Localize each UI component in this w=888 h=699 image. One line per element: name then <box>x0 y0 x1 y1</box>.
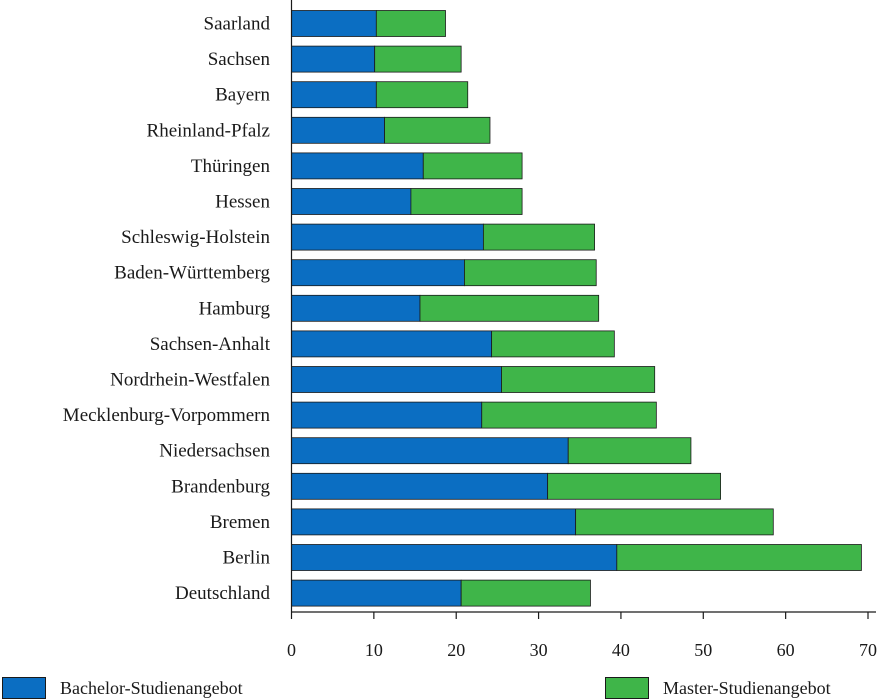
category-label: Nordrhein-Westfalen <box>110 370 270 391</box>
bar-bachelor-3 <box>291 116 385 144</box>
bar-master-12 <box>567 437 692 465</box>
bar-bachelor-14 <box>291 508 577 536</box>
legend-label-master: Master-Studienangebot <box>663 677 831 698</box>
bar-bachelor-5 <box>291 188 412 215</box>
category-label: Berlin <box>223 548 271 569</box>
x-tick-label: 70 <box>859 640 877 660</box>
category-label: Sachsen-Anhalt <box>150 334 271 355</box>
bar-bachelor-16 <box>291 579 462 607</box>
bar-bachelor-1 <box>291 45 376 73</box>
bar-master-14 <box>575 508 774 536</box>
stacked-bar-chart: Saarland Sachsen Bayern Rheinland-Pfalz Thür… <box>63 0 877 660</box>
category-label: Niedersachsen <box>159 441 270 462</box>
bar-master-15 <box>616 544 862 571</box>
x-axis-ticks: 0 10 20 30 40 50 60 70 <box>287 612 877 660</box>
bar-master-13 <box>547 472 721 500</box>
bar-master-0 <box>375 10 446 37</box>
category-label: Sachsen <box>208 49 271 70</box>
bar-master-8 <box>419 294 600 322</box>
bar-bachelor-8 <box>291 294 421 322</box>
category-label: Deutschland <box>175 583 270 604</box>
x-tick-label: 20 <box>447 640 465 660</box>
bar-master-10 <box>501 366 656 393</box>
bar-master-2 <box>375 81 469 109</box>
legend-item-bachelor: Bachelor-Studienangebot <box>2 677 243 699</box>
category-label: Schleswig-Holstein <box>121 227 270 248</box>
bars-group <box>291 10 862 607</box>
bar-bachelor-0 <box>291 10 377 37</box>
bar-bachelor-4 <box>291 152 424 180</box>
bar-master-11 <box>481 401 657 429</box>
bar-master-4 <box>422 152 523 180</box>
bar-master-5 <box>410 188 523 215</box>
category-label: Rheinland-Pfalz <box>147 120 270 141</box>
legend-swatch-bachelor <box>2 677 46 699</box>
category-label: Hessen <box>215 192 270 213</box>
bar-master-3 <box>384 116 491 144</box>
legend-item-master: Master-Studienangebot <box>605 677 831 699</box>
category-label: Bremen <box>210 512 271 533</box>
bar-bachelor-13 <box>291 472 549 500</box>
category-label: Bayern <box>215 85 270 106</box>
x-tick-label: 10 <box>365 640 383 660</box>
bar-master-6 <box>482 223 595 251</box>
bar-bachelor-2 <box>291 81 377 109</box>
bar-bachelor-7 <box>291 259 465 287</box>
bar-master-1 <box>374 45 462 73</box>
legend-label-bachelor: Bachelor-Studienangebot <box>60 677 243 698</box>
category-label: Hamburg <box>199 298 271 319</box>
bar-bachelor-12 <box>291 437 569 465</box>
category-label: Thüringen <box>191 156 271 177</box>
category-label: Mecklenburg-Vorpommern <box>63 405 271 426</box>
bar-bachelor-10 <box>291 366 502 393</box>
category-label: Saarland <box>204 14 271 35</box>
bar-bachelor-9 <box>291 330 493 358</box>
category-label: Brandenburg <box>171 476 270 497</box>
x-tick-label: 60 <box>777 640 795 660</box>
x-tick-label: 0 <box>287 640 296 660</box>
bar-bachelor-6 <box>291 223 484 251</box>
category-labels: Saarland Sachsen Bayern Rheinland-Pfalz Thür… <box>63 14 271 605</box>
category-label: Baden-Württemberg <box>114 263 270 284</box>
bar-bachelor-15 <box>291 544 618 571</box>
bar-master-7 <box>464 259 597 287</box>
x-tick-label: 40 <box>612 640 630 660</box>
legend-swatch-master <box>605 677 649 699</box>
bar-master-16 <box>460 579 591 607</box>
bar-bachelor-11 <box>291 401 483 429</box>
x-tick-label: 30 <box>530 640 548 660</box>
bar-master-9 <box>491 330 615 358</box>
x-tick-label: 50 <box>694 640 712 660</box>
